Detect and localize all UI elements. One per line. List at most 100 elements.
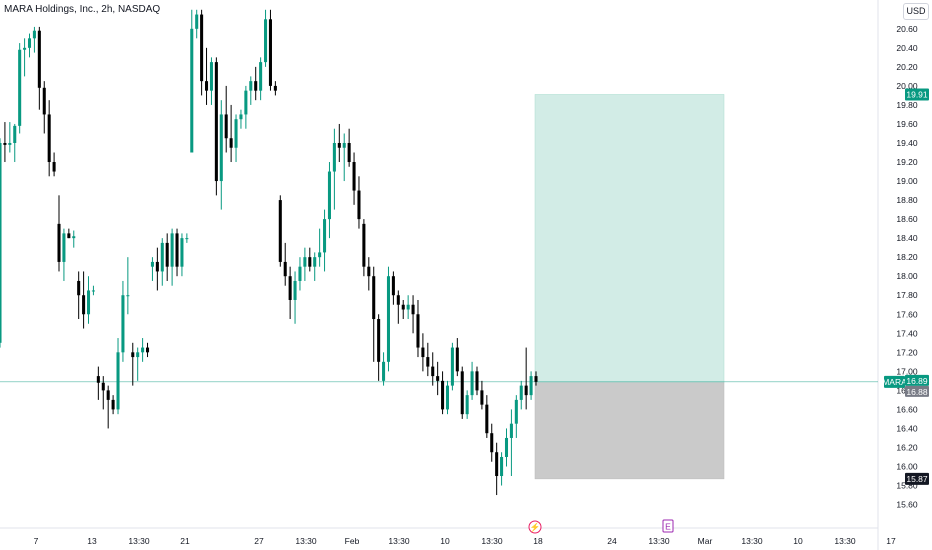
candle-body-10 bbox=[47, 114, 51, 163]
candle-body-34 bbox=[165, 242, 169, 267]
y-tick-label-24: 20.40 bbox=[896, 43, 918, 53]
candle-body-19 bbox=[91, 290, 95, 292]
x-tick-label-7: 13:30 bbox=[388, 536, 410, 546]
candle-body-40 bbox=[195, 14, 199, 29]
candle-body-62 bbox=[303, 257, 307, 267]
symbol-tag: MARA bbox=[882, 377, 907, 387]
entry-price-tag: 16.88 bbox=[906, 387, 928, 397]
candle-body-4 bbox=[18, 49, 22, 126]
x-tick-label-12: 13:30 bbox=[648, 536, 670, 546]
candle-body-3 bbox=[13, 125, 17, 143]
x-tick-label-10: 18 bbox=[533, 536, 543, 546]
candle-body-65 bbox=[318, 252, 322, 258]
candle-body-24 bbox=[116, 352, 120, 410]
y-tick-label-7: 17.00 bbox=[896, 366, 918, 376]
candle-body-59 bbox=[288, 276, 292, 300]
candle-body-21 bbox=[101, 382, 105, 391]
candle-body-43 bbox=[209, 62, 213, 91]
y-tick-label-4: 16.40 bbox=[896, 423, 918, 433]
x-tick-label-1: 13 bbox=[87, 536, 97, 546]
x-tick-label-13: Mar bbox=[698, 536, 713, 546]
candle-body-109 bbox=[534, 376, 538, 382]
candle-body-52 bbox=[254, 81, 258, 91]
candle-body-9 bbox=[42, 87, 46, 115]
candle-body-48 bbox=[234, 119, 238, 148]
candle-body-20 bbox=[96, 376, 100, 383]
candle-body-22 bbox=[106, 390, 110, 400]
last-price-tag: 16.89 bbox=[906, 376, 928, 386]
candle-body-51 bbox=[249, 81, 253, 91]
entry-price-tag-bg bbox=[905, 385, 929, 397]
earnings-event-icon[interactable] bbox=[662, 519, 674, 533]
candle-body-29 bbox=[141, 347, 145, 353]
candle-body-49 bbox=[239, 114, 243, 120]
candle-body-1 bbox=[3, 142, 7, 145]
x-tick-label-4: 27 bbox=[254, 536, 264, 546]
y-tick-label-18: 19.20 bbox=[896, 157, 918, 167]
loss-zone[interactable] bbox=[534, 382, 725, 480]
candle-body-108 bbox=[529, 376, 533, 396]
y-tick-label-25: 20.60 bbox=[896, 24, 918, 34]
candle-body-16 bbox=[77, 280, 81, 296]
x-tick-label-6: Feb bbox=[345, 536, 360, 546]
x-tick-label-14: 13:30 bbox=[741, 536, 763, 546]
candle-body-13 bbox=[62, 233, 66, 262]
candle-body-45 bbox=[219, 114, 223, 182]
candle-body-44 bbox=[214, 62, 218, 182]
currency-button[interactable]: USD bbox=[903, 3, 929, 20]
profit-zone[interactable] bbox=[534, 94, 725, 384]
candle-body-69 bbox=[337, 142, 341, 148]
candle-body-5 bbox=[23, 47, 27, 50]
candle-body-12 bbox=[57, 223, 61, 262]
candle-body-14 bbox=[67, 233, 71, 239]
y-tick-label-19: 19.40 bbox=[896, 138, 918, 148]
candle-body-78 bbox=[382, 361, 386, 381]
candle-body-42 bbox=[205, 81, 209, 91]
candle-body-88 bbox=[431, 366, 435, 377]
y-tick-label-11: 17.80 bbox=[896, 290, 918, 300]
y-tick-label-20: 19.60 bbox=[896, 119, 918, 129]
y-tick-label-9: 17.40 bbox=[896, 328, 918, 338]
candle-body-92 bbox=[450, 347, 454, 386]
candle-body-28 bbox=[136, 352, 140, 358]
candle-body-99 bbox=[485, 404, 489, 434]
candle-body-83 bbox=[406, 304, 410, 310]
candle-body-107 bbox=[524, 385, 528, 396]
stop-price-tag-bg bbox=[905, 472, 929, 485]
candle-body-103 bbox=[504, 437, 509, 457]
candle-body-97 bbox=[475, 371, 479, 391]
y-tick-label-15: 18.60 bbox=[896, 214, 918, 224]
candle-body-23 bbox=[111, 399, 115, 410]
candle-body-84 bbox=[411, 304, 415, 315]
candle-body-86 bbox=[421, 347, 425, 358]
candle-body-95 bbox=[465, 395, 469, 415]
candle-body-85 bbox=[416, 314, 420, 348]
candle-body-90 bbox=[441, 380, 445, 410]
candle-body-33 bbox=[160, 242, 164, 272]
candle-body-64 bbox=[313, 257, 317, 267]
candle-body-2 bbox=[8, 142, 12, 145]
candle-body-25 bbox=[121, 295, 125, 353]
dividend-event-icon[interactable] bbox=[528, 520, 542, 534]
stop-price-tag: 15.87 bbox=[906, 474, 928, 484]
y-tick-label-21: 19.80 bbox=[896, 100, 918, 110]
candle-body-30 bbox=[145, 347, 150, 353]
target-price-tag-bg bbox=[905, 88, 929, 101]
candle-body-75 bbox=[367, 266, 371, 277]
x-tick-label-8: 10 bbox=[440, 536, 450, 546]
last-price-tag-bg bbox=[905, 374, 929, 386]
candle-body-66 bbox=[323, 219, 327, 253]
earnings-event-glyph: E bbox=[665, 522, 671, 532]
candle-body-32 bbox=[155, 261, 159, 272]
y-tick-label-5: 16.60 bbox=[896, 404, 918, 414]
y-tick-label-17: 19.00 bbox=[896, 176, 918, 186]
x-tick-label-9: 13:30 bbox=[481, 536, 503, 546]
candle-body-70 bbox=[342, 142, 346, 148]
candle-body-101 bbox=[495, 452, 499, 477]
y-tick-label-3: 16.20 bbox=[896, 442, 918, 452]
candle-body-18 bbox=[86, 290, 91, 315]
candle-body-35 bbox=[170, 233, 174, 267]
candle-body-87 bbox=[426, 357, 430, 367]
candle-body-50 bbox=[244, 90, 248, 115]
